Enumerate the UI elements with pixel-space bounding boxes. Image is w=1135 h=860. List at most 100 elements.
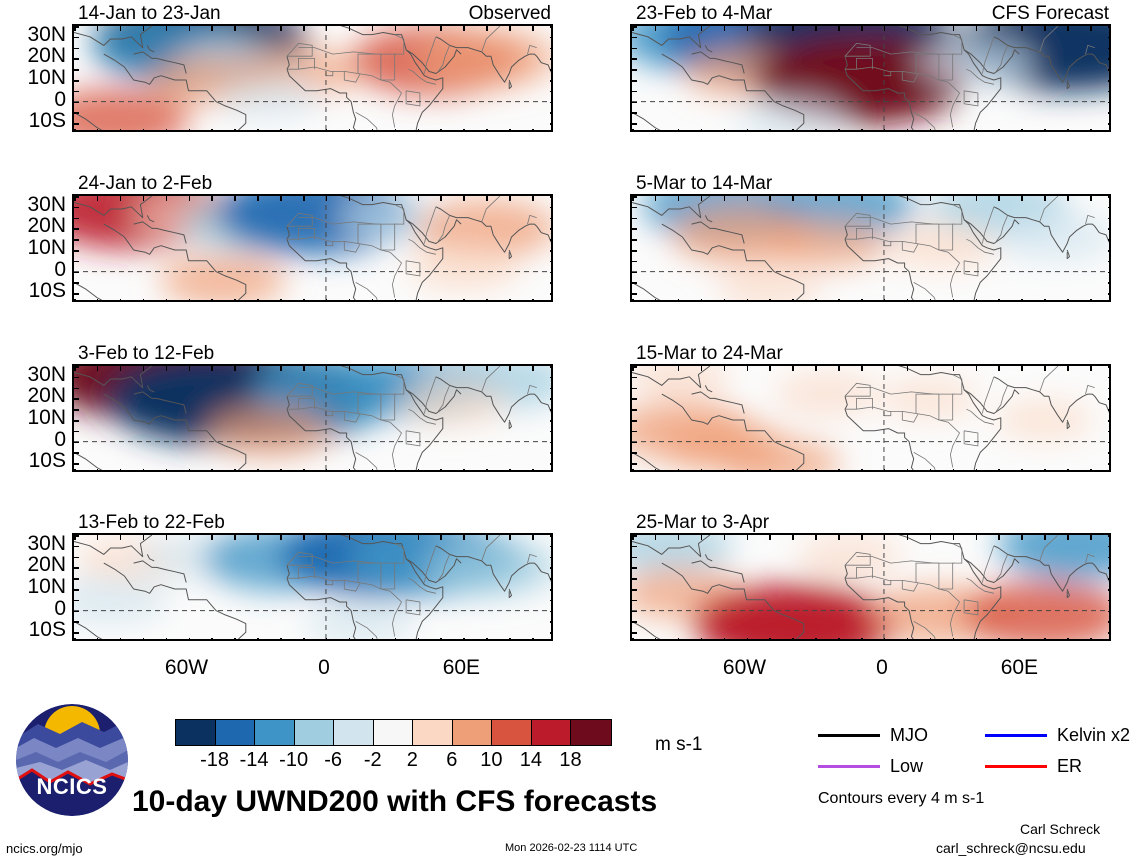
lon-tick [234,26,236,31]
country-borders [286,535,537,639]
lon-tick [348,299,351,300]
y-tick-label: 10S [28,279,66,303]
anomaly-blob [916,37,1036,88]
lon-tick [952,196,955,201]
contour-interval-note: Contours every 4 m s-1 [818,790,985,807]
lat-tick [550,271,551,274]
y-tick-label: 10N [27,236,66,259]
lat-tick [1108,260,1109,263]
lon-tick [1021,535,1023,540]
anomaly-blob [632,535,734,574]
ncics-logo-graphic [16,704,128,816]
lon-tick [532,26,534,31]
lon-tick [975,129,978,130]
lat-tick [632,535,637,537]
lon-tick [532,129,534,130]
country-borders [844,196,1095,300]
lat-tick [1108,123,1109,125]
anomaly-blob [736,95,849,130]
x-tick-label: 60W [722,656,767,679]
lat-tick [550,599,551,602]
colorbar-tick-label: 2 [406,749,418,771]
lat-tick [74,123,79,125]
column-kind-label-0: Observed [468,3,551,24]
lon-tick [677,535,680,540]
lat-tick [1108,271,1109,274]
lon-tick [532,299,534,300]
lon-tick [96,129,99,130]
lat-tick [632,376,637,379]
lat-tick [74,112,79,114]
lat-tick [74,535,79,537]
panel-title-4: 23-Feb to 4-Mar [636,3,773,24]
lat-tick [632,80,637,82]
anomaly-blob [721,438,841,470]
y-tick-label: 10S [28,449,66,473]
lon-tick [188,196,191,201]
lat-tick [632,409,637,411]
lat-tick [550,545,551,548]
lon-tick [883,469,886,470]
lon-tick [929,26,932,31]
colorbar-tick-label: -18 [200,749,229,771]
lon-tick [303,196,305,201]
lat-tick [74,239,79,241]
lon-tick [165,196,168,201]
lon-tick [815,26,817,31]
lon-tick [96,299,99,300]
colorbar-tick-label: -10 [279,749,309,771]
lon-tick [119,196,122,201]
lon-tick [440,366,442,371]
anomaly-blob [205,404,332,458]
lon-tick [952,26,955,31]
lon-tick [119,299,122,300]
lon-tick [280,129,282,130]
lon-tick [632,129,634,130]
lon-tick [371,366,374,371]
lat-tick [632,632,637,634]
lat-tick [550,293,551,295]
lat-tick [632,196,637,198]
country-borders [286,26,537,130]
lon-tick [325,535,328,540]
figure-title: 10-day UWND200 with CFS forecasts [132,785,658,818]
lon-tick [815,638,817,639]
lon-tick [486,535,488,540]
lat-tick [1108,463,1109,465]
lon-tick [234,469,236,470]
lat-tick [1108,26,1109,28]
lon-tick [371,535,374,540]
lat-tick [1108,69,1109,71]
lon-tick [929,129,932,130]
colorbar-segment [215,720,256,745]
lon-tick [700,196,703,201]
lon-tick [119,366,122,371]
anomaly-blob [407,243,520,291]
lat-tick [1108,228,1109,230]
lon-tick [1067,26,1069,31]
anomaly-blob [774,372,880,417]
lat-tick [632,366,637,368]
site-url-link[interactable]: ncics.org/mjo [6,841,83,856]
lon-tick [883,366,886,371]
lon-tick [746,535,749,540]
lat-tick [550,196,551,198]
lon-tick [119,535,122,540]
anomaly-field-1 [74,196,551,300]
author-email[interactable]: carl_schreck@ncsu.edu [936,840,1086,856]
lon-tick [815,129,817,130]
y-tick-label: 20N [27,553,66,577]
lon-tick [234,299,236,300]
lon-tick [165,366,168,371]
lon-tick [883,26,886,31]
anomaly-field-5 [632,196,1109,300]
colorbar-tick-label: -6 [324,749,343,771]
lon-tick [815,535,817,540]
lon-tick [883,129,886,130]
lat-tick [632,69,637,71]
lon-tick [723,26,726,31]
anomaly-blob [74,87,190,130]
lat-tick [1108,409,1109,411]
anomaly-field-6 [632,366,1109,470]
lat-tick [632,260,637,263]
